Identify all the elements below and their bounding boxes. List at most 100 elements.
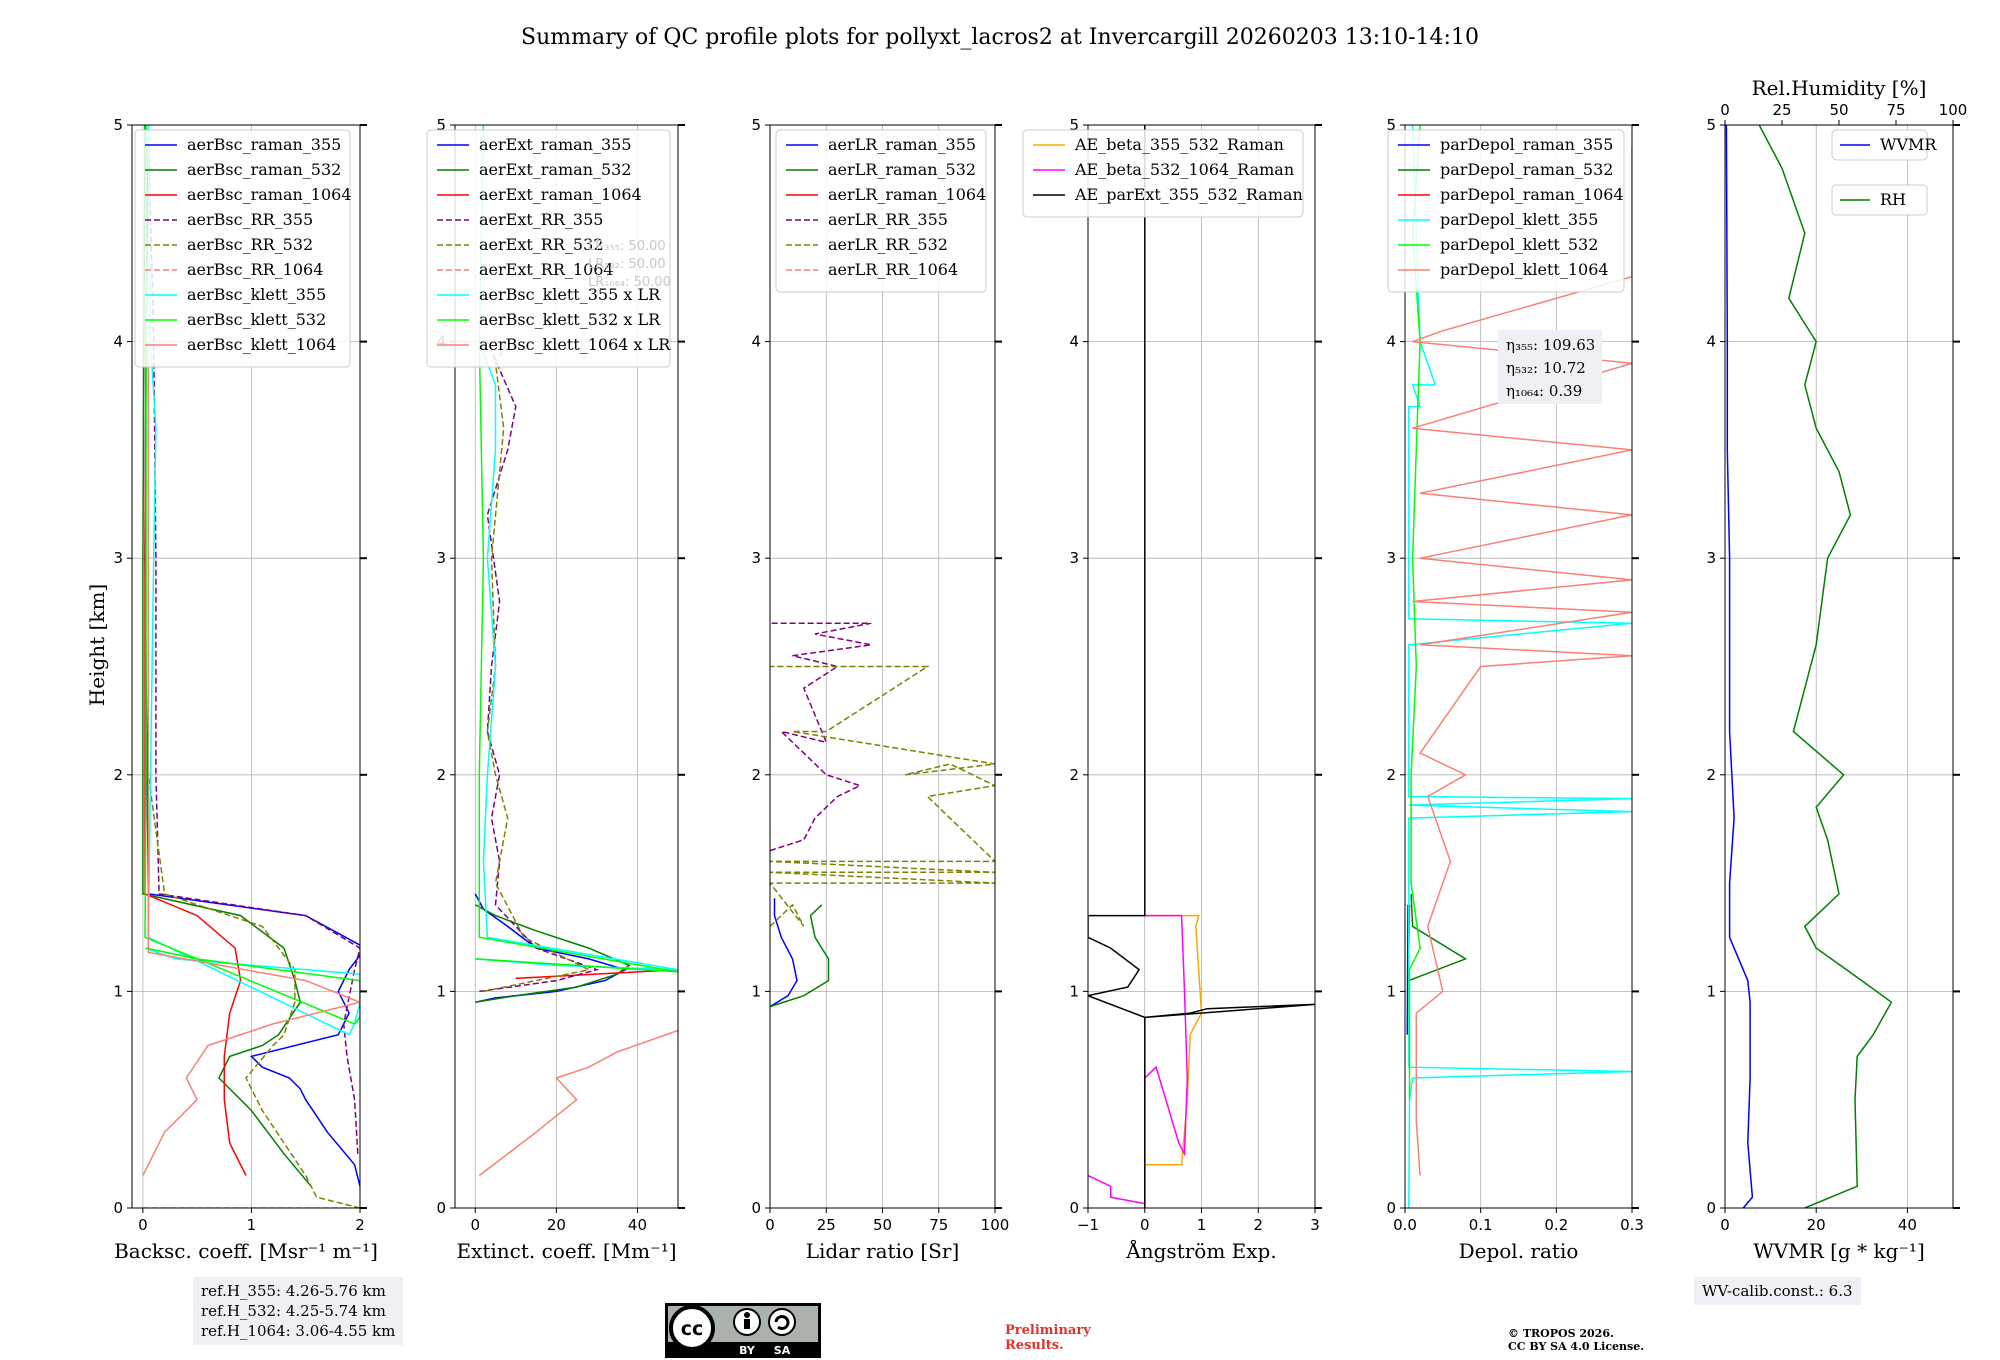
legend-ext: aerExt_raman_355 aerExt_raman_532 aerExt_r… <box>426 129 671 368</box>
panel-ext: 02040012345Extinct. coeff. [Mm⁻¹] <box>436 116 685 1263</box>
preliminary-line-2: Results. <box>1005 1338 1064 1353</box>
cc-logo-by: BY <box>739 1344 756 1357</box>
x-tick-label: 3 <box>1310 1216 1320 1234</box>
panel-dep: 0.0 0.1 0.2 0.3 0 1 2 3 4 5 Depol. ratio <box>1386 116 1643 1263</box>
wv-calib-box: WV-calib.const.: 6.3 <box>1694 1277 1861 1305</box>
legend-label: aerLR_raman_1064 <box>828 185 986 204</box>
sa-arrow-icon <box>774 1315 790 1330</box>
legend-label: aerExt_RR_532 <box>479 235 603 254</box>
lr-faded-lr532: LR₅₃₂: 50.00 <box>588 257 666 272</box>
y-tick-label: 4 <box>751 333 761 351</box>
series-line-aerbsc-klett-355 <box>144 125 360 1036</box>
y-tick-label: 3 <box>1706 549 1716 567</box>
series-group <box>142 125 360 1208</box>
legend-label: aerBsc_klett_532 <box>187 310 326 329</box>
legend-box <box>1831 129 1928 161</box>
series-line-ae-beta-355-532-raman <box>1144 914 1203 1166</box>
y-tick-label: 1 <box>436 982 446 1000</box>
series-group <box>1088 125 1315 1208</box>
ref-height-355: ref.H_355: 4.26-5.76 km <box>201 1282 386 1300</box>
y-tick-label: 0 <box>1386 1199 1396 1217</box>
x-tick-label: 0 <box>1140 1216 1150 1234</box>
legend-label: parDepol_klett_532 <box>1440 235 1598 254</box>
x-tick-label: 40 <box>1898 1216 1917 1234</box>
x-axis-label-ae: Ångström Exp. <box>1125 1238 1276 1263</box>
copyright-line-2: CC BY SA 4.0 License. <box>1508 1340 1645 1353</box>
x-tick-label: 0.0 <box>1393 1216 1417 1234</box>
legend-box <box>1387 129 1625 293</box>
wv-calib-const: WV-calib.const.: 6.3 <box>1702 1282 1853 1300</box>
x-axis-label-lr: Lidar ratio [Sr] <box>806 1239 960 1263</box>
legend-label: aerLR_RR_355 <box>828 210 948 229</box>
legend-dep: parDepol_raman_355 parDepol_raman_532 parD… <box>1387 129 1625 293</box>
y-tick-label: 4 <box>113 333 123 351</box>
series-group <box>1406 125 1632 1208</box>
series-group <box>770 622 995 1008</box>
y-tick-label: 5 <box>436 116 446 134</box>
legend-label: parDepol_raman_1064 <box>1440 185 1624 204</box>
legend-label: aerBsc_klett_1064 x LR <box>479 335 671 354</box>
legend-label: aerBsc_raman_1064 <box>187 185 352 204</box>
legend-box <box>1831 184 1928 216</box>
ref-heights-box: ref.H_355: 4.26-5.76 km ref.H_532: 4.25-… <box>193 1277 404 1345</box>
top-axis-label: Rel.Humidity [%] <box>1752 76 1927 100</box>
series-group <box>1725 125 1893 1208</box>
y-tick-label: 2 <box>1069 766 1079 784</box>
y-tick-label: 0 <box>436 1199 446 1217</box>
copyright-line-1: © TROPOS 2026. <box>1508 1327 1614 1340</box>
legend-bsc: aerBsc_raman_355 aerBsc_raman_532 aerBsc_r… <box>134 129 352 368</box>
y-tick-label: 0 <box>1706 1199 1716 1217</box>
x-tick-label: 1 <box>1197 1216 1207 1234</box>
y-tick-label: 3 <box>1386 549 1396 567</box>
y-tick-label: 2 <box>1706 766 1716 784</box>
y-tick-label: 5 <box>1069 116 1079 134</box>
sa-share-icon <box>768 1308 796 1336</box>
series-line-pardepol-klett-532 <box>1408 125 1421 1100</box>
eta-box: η₃₅₅: 109.63 η₅₃₂: 10.72 η₁₀₆₄: 0.39 <box>1498 330 1602 404</box>
y-tick-label: 2 <box>436 766 446 784</box>
legend-label: aerExt_raman_1064 <box>479 185 642 204</box>
series-line-aerlr-rr-355 <box>770 622 872 852</box>
x-tick-label: 20 <box>547 1216 566 1234</box>
legend-label: aerExt_RR_355 <box>479 210 603 229</box>
x-tick-label: 40 <box>628 1216 647 1234</box>
x-tick-label: 2 <box>355 1216 365 1234</box>
legend-label: AE_beta_532_1064_Raman <box>1074 160 1294 179</box>
y-tick-label: 1 <box>1706 982 1716 1000</box>
x-tick-label: 0.2 <box>1544 1216 1568 1234</box>
legend-box <box>1022 129 1304 218</box>
eta-box-bg <box>1498 330 1602 404</box>
panel-lr: 0 25 50 75 100 0 1 2 3 4 5 Lidar ratio [Sr] <box>751 116 1009 1263</box>
legend-label: aerBsc_klett_532 x LR <box>479 310 661 329</box>
series-line-aerbsc-klett-1064-x-lr <box>478 1029 678 1177</box>
legend-box <box>426 129 671 368</box>
series-group <box>474 125 678 1177</box>
preliminary-line-1: Preliminary <box>1005 1323 1091 1338</box>
x-tick-label: 2 <box>1253 1216 1263 1234</box>
top-x-tick-label: 0 <box>1720 101 1730 119</box>
x-tick-label: 1 <box>247 1216 257 1234</box>
eta-eta355: η₃₅₅: 109.63 <box>1506 336 1595 354</box>
series-line-rh <box>1758 125 1893 1208</box>
cc-logo-sa: SA <box>774 1344 791 1357</box>
x-axis-label-wv: WVMR [g * kg⁻¹] <box>1753 1239 1925 1263</box>
legend-label: parDepol_klett_355 <box>1440 210 1598 229</box>
panel-frame <box>454 124 679 1209</box>
series-line-aerbsc-klett-532 <box>144 125 360 1025</box>
y-tick-label: 0 <box>113 1199 123 1217</box>
y-tick-label: 4 <box>1069 333 1079 351</box>
series-line-pardepol-klett-1064 <box>1412 146 1632 1176</box>
legend-label: WVMR <box>1880 135 1937 154</box>
legend-label: aerBsc_klett_355 x LR <box>479 285 661 304</box>
x-tick-label: 50 <box>873 1216 892 1234</box>
legend-label: aerBsc_RR_1064 <box>187 260 323 279</box>
cc-logo-cc: cc <box>681 1318 704 1340</box>
legend-label: aerBsc_klett_355 <box>187 285 326 304</box>
legend-label: aerBsc_raman_355 <box>187 135 341 154</box>
y-axis-label: Height [km] <box>85 584 109 706</box>
y-tick-label: 1 <box>1069 982 1079 1000</box>
legend-label: aerLR_raman_355 <box>828 135 976 154</box>
y-tick-label: 4 <box>1706 333 1716 351</box>
